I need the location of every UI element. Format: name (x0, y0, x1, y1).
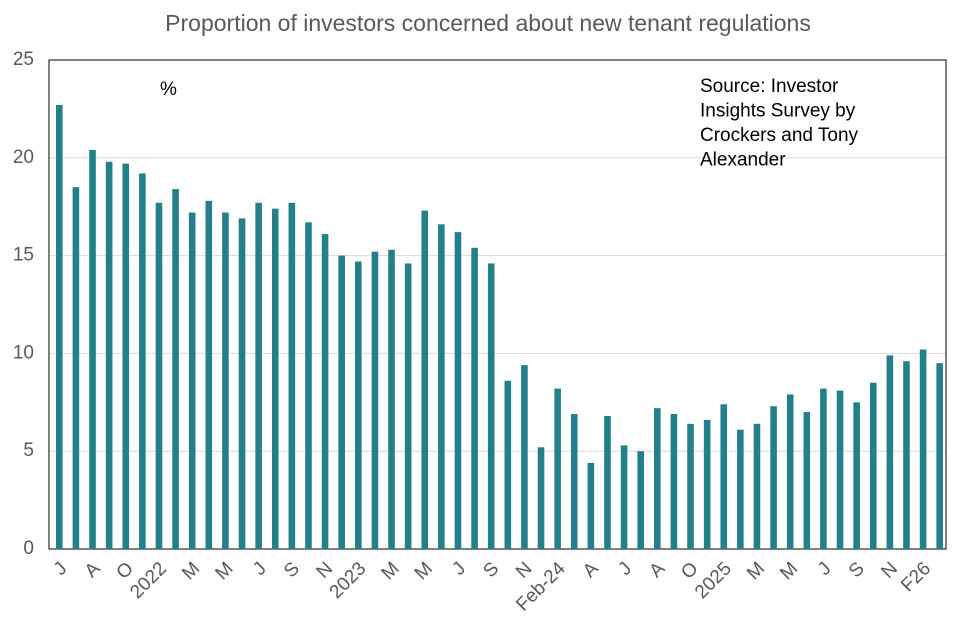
bar (836, 390, 844, 549)
source-note: Crockers and Tony (700, 125, 859, 146)
bar (355, 261, 362, 549)
source-note: Insights Survey by (700, 101, 856, 122)
bar (554, 388, 561, 549)
bar (670, 414, 678, 549)
y-tick-label: 20 (13, 147, 34, 168)
bar (471, 247, 478, 549)
bar (438, 224, 445, 549)
bar (388, 249, 395, 549)
source-note: Alexander (700, 150, 786, 171)
x-tick-label: M (378, 558, 404, 584)
bar (521, 365, 528, 549)
y-tick-label: 15 (13, 245, 34, 266)
bar (604, 415, 611, 549)
x-tick-label: F26 (897, 558, 935, 596)
bar (321, 234, 329, 550)
x-tick-label: A (81, 558, 105, 582)
unit-label: % (160, 79, 177, 100)
bar (188, 212, 196, 549)
bar (89, 149, 96, 549)
x-tick-label: J (615, 558, 637, 580)
bar (72, 187, 80, 549)
bar (504, 380, 512, 549)
bar (620, 445, 628, 549)
x-tick-label: M (743, 558, 769, 584)
bar (122, 163, 130, 549)
bar (687, 423, 694, 549)
x-tick-label: S (479, 558, 503, 582)
x-tick-label: S (845, 558, 869, 582)
bar (703, 419, 711, 549)
x-tick-label: M (776, 558, 802, 584)
x-tick-label: J (448, 558, 470, 580)
bar (936, 363, 943, 549)
y-tick-label: 0 (23, 538, 34, 559)
bar (919, 349, 927, 549)
bar (820, 388, 827, 549)
bar (869, 382, 877, 549)
x-tick-label: M (211, 558, 237, 584)
bar (654, 408, 661, 549)
y-tick-label: 25 (13, 49, 34, 70)
bar (637, 451, 644, 549)
bar (56, 104, 63, 549)
x-tick-label: J (249, 558, 271, 580)
bar (753, 423, 761, 549)
x-tick-label: J (50, 558, 72, 580)
bar (105, 161, 113, 549)
x-tick-label: A (646, 558, 670, 582)
bar (720, 404, 728, 549)
chart-title: Proportion of investors concerned about … (165, 10, 811, 36)
bar (139, 173, 146, 549)
bar (371, 251, 379, 550)
x-tick-label: A (579, 558, 603, 582)
bar (338, 255, 345, 549)
bar (155, 202, 163, 549)
bar (255, 202, 262, 549)
bar (786, 394, 794, 549)
x-tick-label: 2023 (326, 558, 371, 603)
source-note: Source: Investor (700, 76, 839, 97)
bar (853, 402, 860, 549)
bar (454, 232, 462, 550)
bar (487, 263, 495, 549)
bar (421, 210, 429, 549)
x-tick-label: S (280, 558, 304, 582)
bar (903, 361, 910, 549)
bar (737, 429, 744, 549)
bar (570, 414, 578, 549)
bar (770, 406, 777, 549)
bar (288, 202, 296, 549)
x-tick-label: J (814, 558, 836, 580)
bar (205, 200, 213, 549)
x-tick-label: M (178, 558, 204, 584)
bar (886, 355, 894, 549)
bar (537, 447, 545, 549)
x-tick-label: 2025 (691, 558, 736, 603)
plot-frame (48, 59, 947, 550)
bar (172, 189, 179, 549)
x-tick-label: M (411, 558, 437, 584)
bar (305, 222, 312, 549)
bar (404, 263, 412, 549)
bar (238, 218, 246, 549)
y-tick-label: 10 (13, 342, 34, 363)
bar (222, 212, 229, 549)
bar (587, 462, 595, 549)
bar (271, 208, 279, 549)
x-tick-label: 2022 (126, 558, 171, 603)
bar (803, 412, 811, 549)
y-tick-label: 5 (23, 440, 34, 461)
